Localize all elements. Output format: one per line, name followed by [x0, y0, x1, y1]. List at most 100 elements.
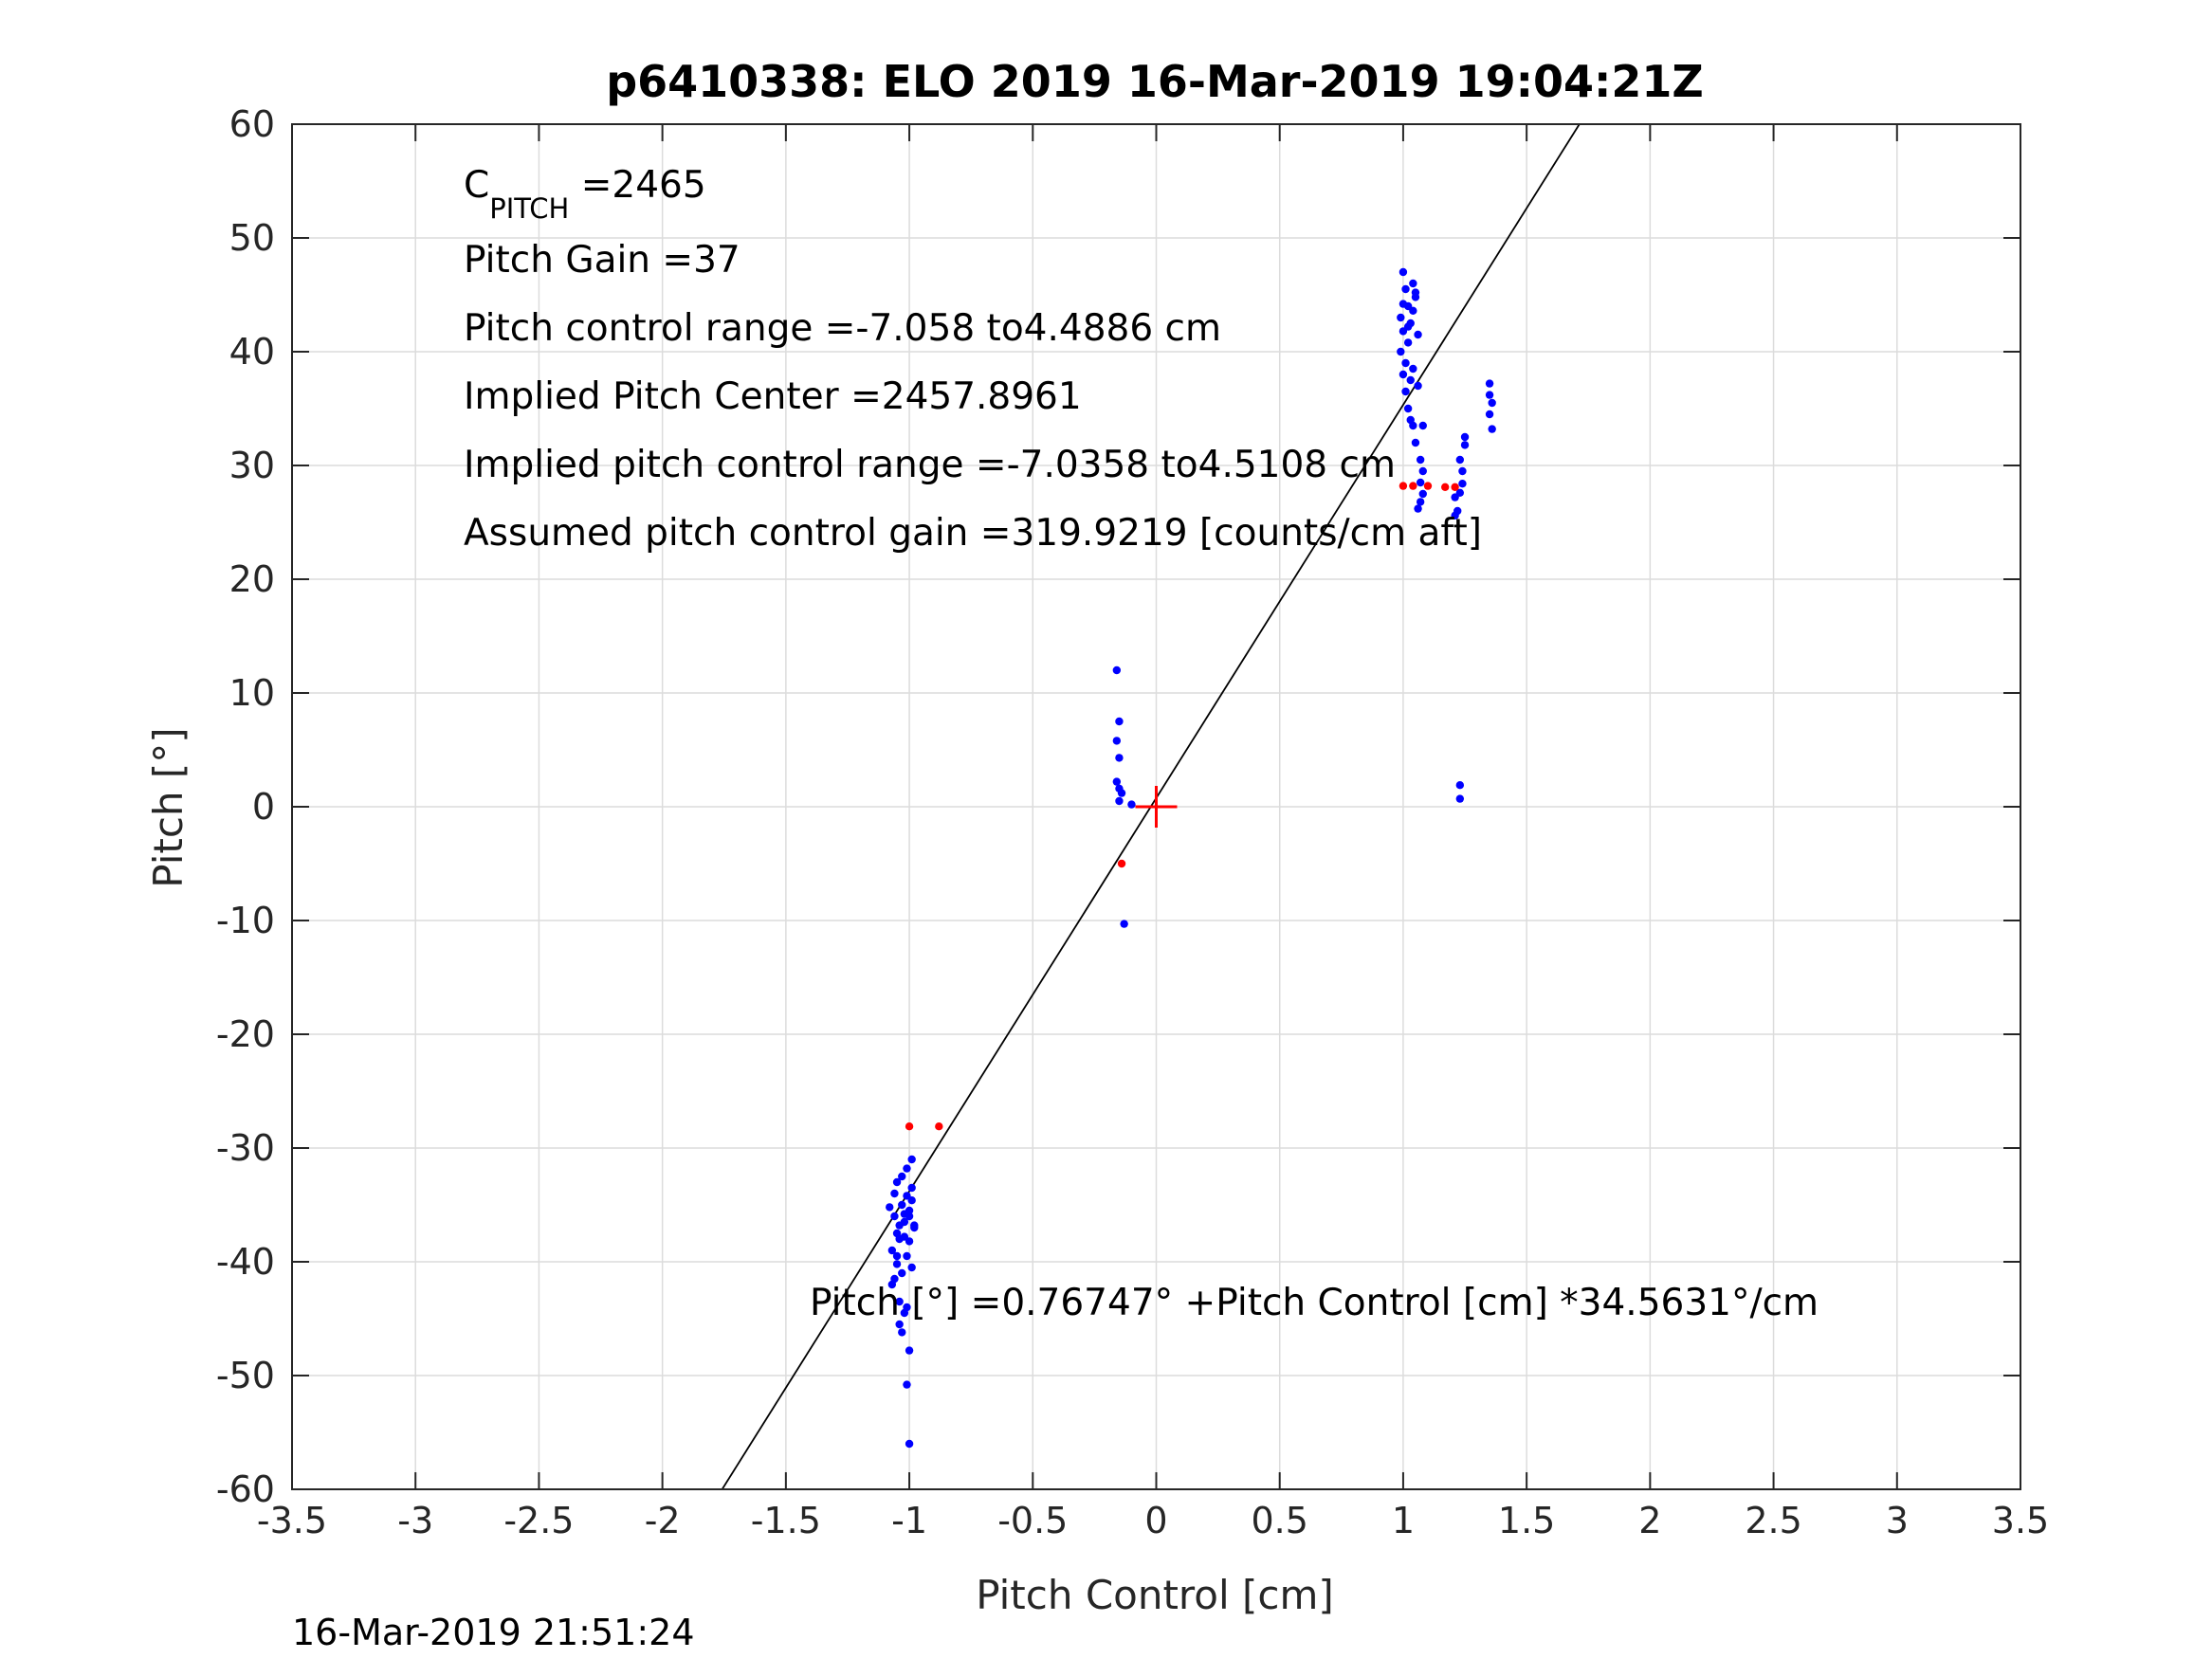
y-tick-labels: 60 50 40 30 20 10 0 -10 -20 -30 -40 -50 -60 [216, 103, 275, 1510]
blue-data-point [1418, 421, 1427, 430]
y-tick-label: 40 [229, 331, 275, 373]
x-tick-label: -2 [645, 1500, 681, 1541]
blue-data-point [1485, 410, 1494, 419]
y-tick-label: -20 [216, 1013, 275, 1055]
y-tick-label: -10 [216, 900, 275, 941]
x-tick-label: 3 [1886, 1500, 1909, 1541]
blue-data-point [907, 1196, 916, 1205]
x-axis-label: Pitch Control [cm] [976, 1572, 1334, 1618]
blue-data-point [1397, 313, 1405, 322]
blue-data-point [1401, 358, 1410, 368]
blue-data-point [1401, 387, 1410, 396]
y-tick-label: -30 [216, 1127, 275, 1169]
y-tick-label: -40 [216, 1241, 275, 1283]
blue-data-point [1411, 288, 1420, 297]
blue-data-point [1398, 300, 1408, 308]
implied-range-annotation: Implied pitch control range =-7.0358 to4… [464, 444, 1396, 486]
assumed-gain-annotation: Assumed pitch control gain =319.9219 [co… [464, 512, 1482, 555]
x-tick-label: 0 [1144, 1500, 1167, 1541]
y-tick-label: -60 [216, 1468, 275, 1510]
y-axis-label: Pitch [°] [145, 727, 192, 887]
blue-data-point [1451, 511, 1459, 520]
blue-data-point [1416, 498, 1425, 506]
blue-data-point [890, 1274, 899, 1284]
blue-data-point [1414, 330, 1422, 339]
blue-data-point [1397, 347, 1405, 356]
x-tick-label: 2.5 [1745, 1500, 1801, 1541]
blue-data-point [1115, 754, 1124, 762]
blue-data-point [905, 1439, 914, 1449]
blue-data-point [1458, 466, 1467, 476]
blue-data-point [905, 1346, 914, 1355]
control-range-annotation: Pitch control range =-7.058 to4.4886 cm [464, 307, 1221, 350]
blue-data-point [892, 1251, 902, 1261]
blue-data-point [1115, 717, 1124, 726]
red-data-point [905, 1122, 914, 1131]
blue-data-point [1409, 279, 1417, 288]
blue-data-point [898, 1268, 906, 1278]
blue-data-point [1409, 306, 1417, 315]
red-data-point [1451, 483, 1459, 491]
blue-data-point [1414, 381, 1422, 391]
blue-data-point [1115, 796, 1124, 806]
blue-data-point [903, 1251, 911, 1261]
blue-data-point [907, 1263, 916, 1272]
blue-data-point [1403, 404, 1413, 413]
blue-data-point [895, 1297, 904, 1306]
blue-data-point [1458, 480, 1467, 488]
blue-data-point [1112, 737, 1122, 745]
red-data-point [1409, 482, 1417, 490]
blue-data-point [890, 1189, 899, 1198]
blue-data-point [1414, 504, 1422, 513]
blue-data-point [1112, 665, 1122, 675]
blue-data-point [905, 1212, 914, 1221]
blue-data-point [895, 1320, 904, 1329]
blue-data-point [898, 1172, 906, 1181]
blue-data-point [890, 1212, 899, 1221]
implied-center-annotation: Implied Pitch Center =2457.8961 [464, 375, 1082, 418]
red-data-point [1423, 482, 1433, 490]
blue-data-point [1485, 379, 1494, 388]
x-tick-label: -3.5 [257, 1500, 327, 1541]
blue-data-point [1403, 338, 1413, 347]
blue-data-point [1488, 425, 1496, 433]
y-tick-label: 50 [229, 217, 275, 259]
blue-data-point [1455, 794, 1465, 803]
blue-data-point [1409, 421, 1417, 430]
x-tick-label: -1 [891, 1500, 927, 1541]
x-tick-label: 0.5 [1251, 1500, 1307, 1541]
blue-data-point [1455, 455, 1465, 465]
red-data-point [935, 1122, 943, 1131]
blue-data-point [1485, 391, 1494, 399]
x-tick-label: -3 [397, 1500, 433, 1541]
blue-data-point [1127, 800, 1136, 809]
y-tick-label: 20 [229, 558, 275, 600]
blue-data-point [1418, 466, 1427, 476]
blue-data-point [1117, 789, 1126, 797]
y-tick-label: -50 [216, 1355, 275, 1396]
blue-data-point [903, 1303, 911, 1312]
red-data-point [1117, 859, 1126, 868]
x-tick-label: -2.5 [503, 1500, 574, 1541]
blue-data-point [907, 1183, 916, 1193]
x-tick-label: 1.5 [1498, 1500, 1555, 1541]
blue-data-point [1460, 441, 1470, 449]
blue-data-point [1411, 438, 1420, 447]
c-pitch-main: C [464, 164, 489, 207]
c-pitch-value: =2465 [569, 164, 705, 207]
blue-data-point [1455, 488, 1465, 497]
blue-data-point [886, 1203, 894, 1212]
blue-data-point [892, 1260, 902, 1268]
blue-data-point [1418, 489, 1427, 499]
blue-data-point [1401, 284, 1410, 294]
y-tick-label: 0 [252, 786, 275, 828]
blue-data-point [1416, 455, 1425, 465]
blue-data-point [1416, 478, 1425, 487]
blue-data-point [910, 1223, 919, 1232]
red-data-point [1398, 482, 1408, 490]
axes-box [291, 123, 2021, 1490]
blue-data-point [903, 1164, 911, 1173]
blue-data-point [1398, 267, 1408, 277]
blue-data-point [892, 1177, 902, 1187]
